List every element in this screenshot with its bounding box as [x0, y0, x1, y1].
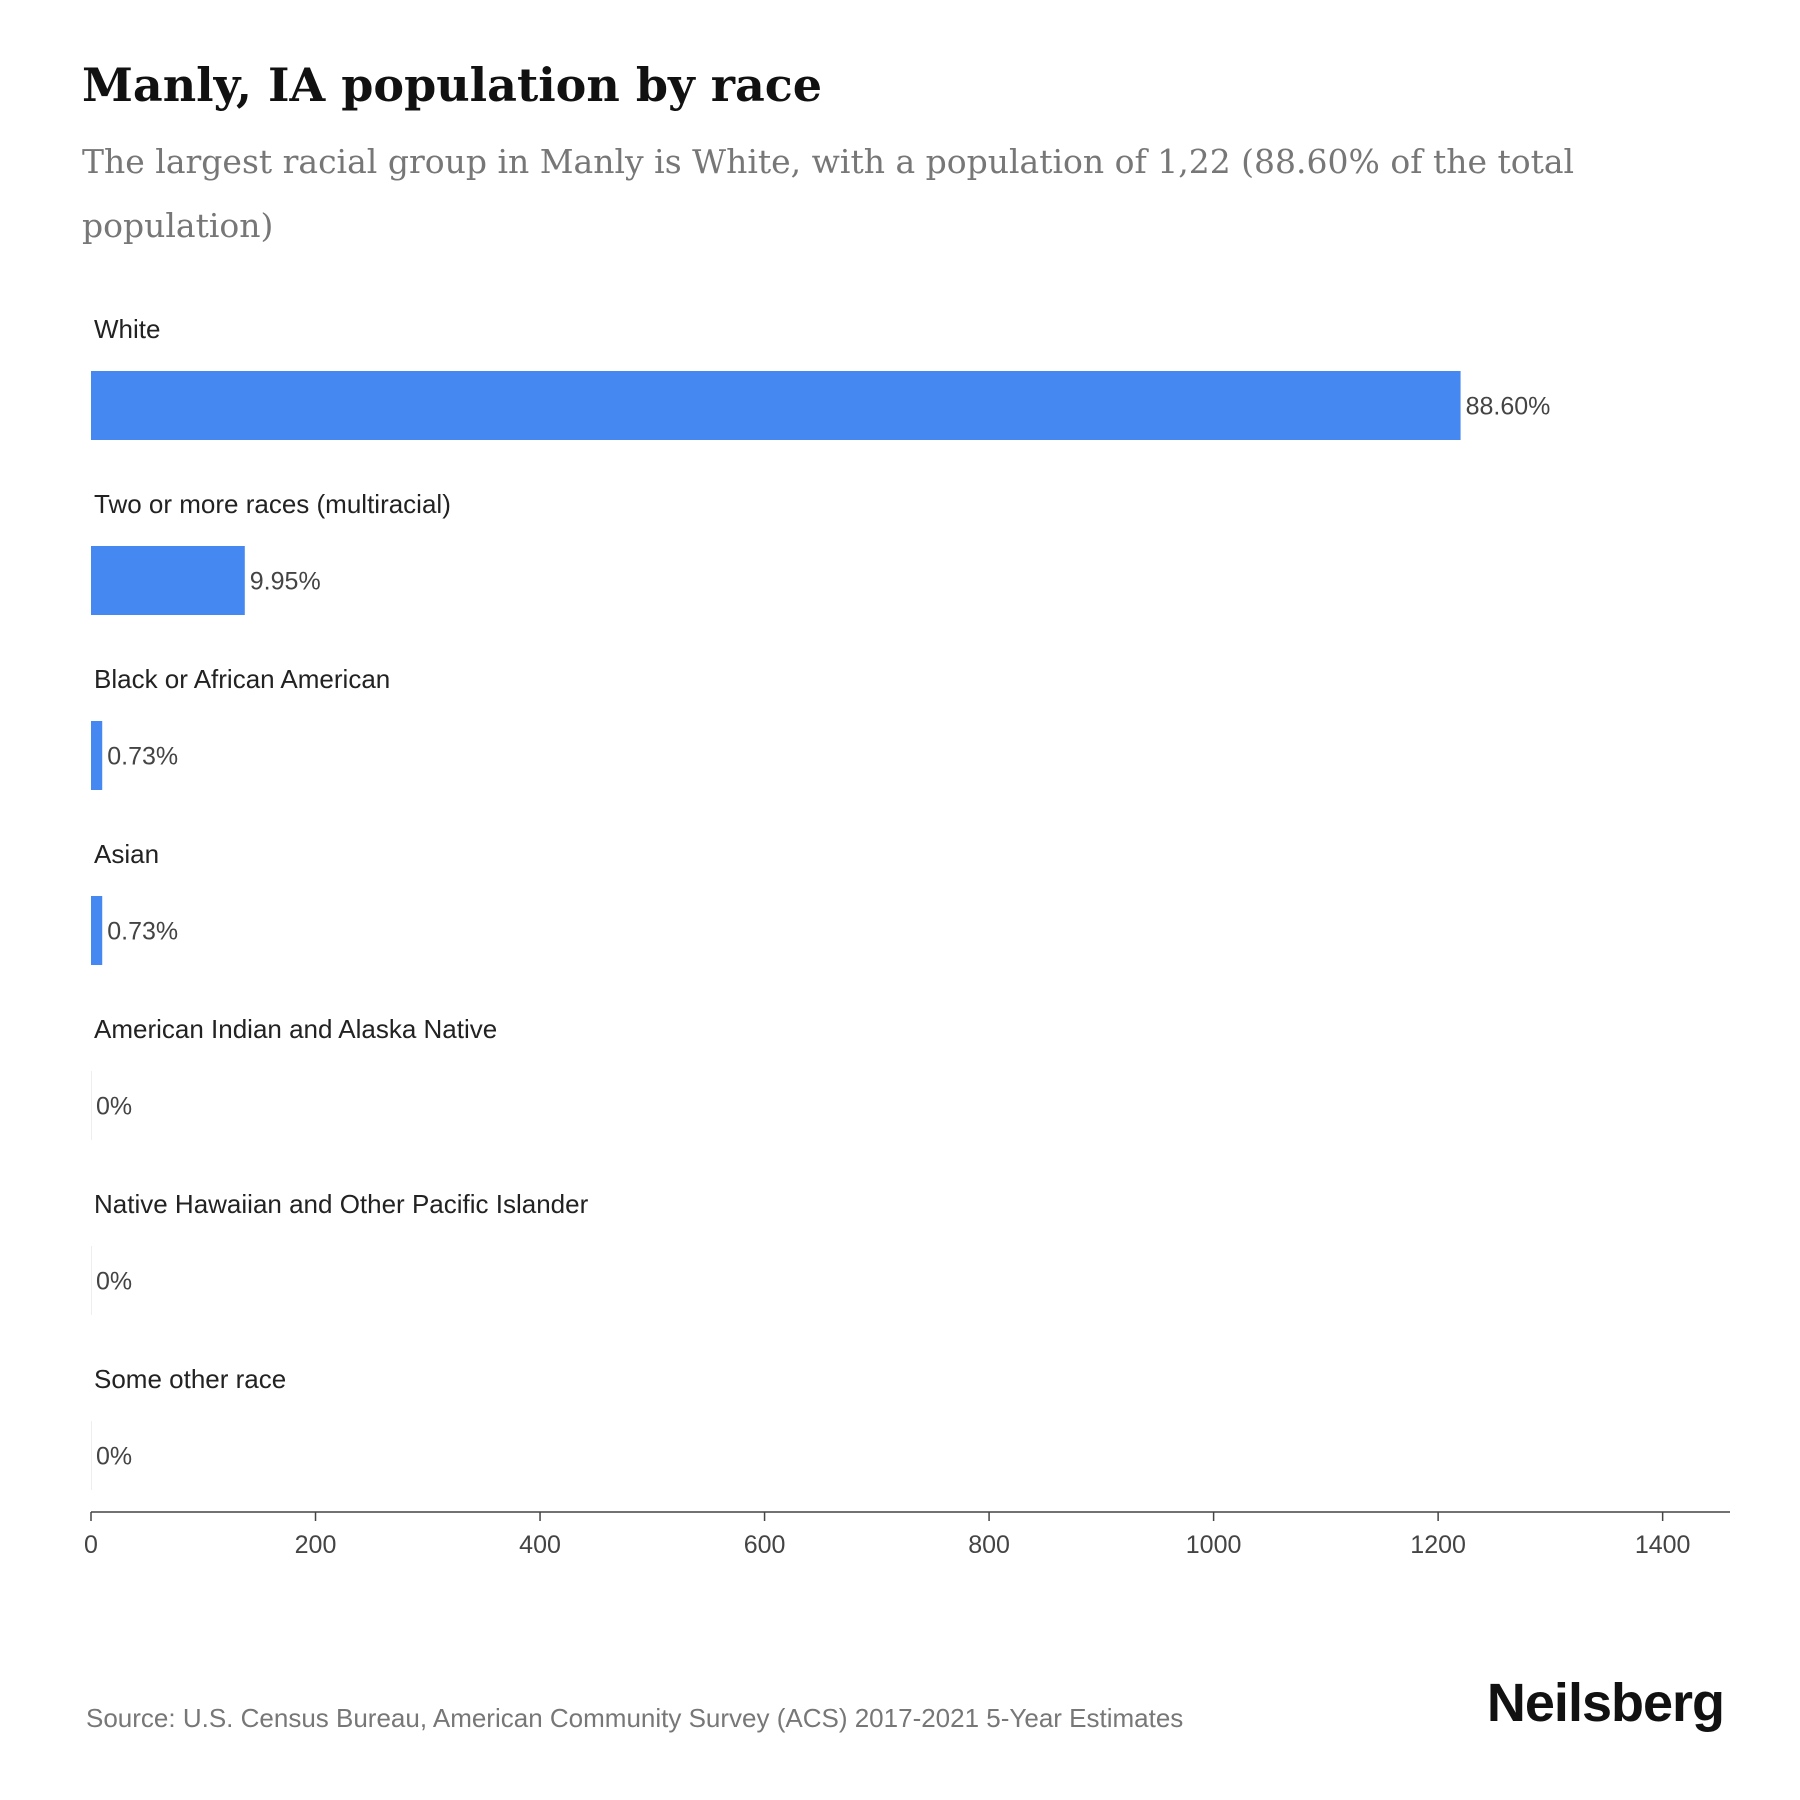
value-label: 9.95% [250, 568, 321, 596]
chart-subtitle: The largest racial group in Manly is Whi… [82, 142, 1575, 245]
value-label: 0.73% [107, 918, 178, 946]
x-tick-label: 200 [295, 1531, 337, 1559]
chart-title: Manly, IA population by race [82, 58, 823, 112]
x-tick-label: 800 [968, 1531, 1010, 1559]
brand-logo: Neilsberg [1486, 1673, 1725, 1733]
x-tick-label: 1000 [1186, 1531, 1242, 1559]
bar [91, 371, 1461, 440]
value-label: 0% [96, 1093, 132, 1121]
category-label: Black or African American [94, 664, 390, 694]
category-label: American Indian and Alaska Native [94, 1014, 497, 1044]
bar [91, 721, 103, 790]
x-tick-label: 1400 [1635, 1531, 1691, 1559]
category-label: Native Hawaiian and Other Pacific Island… [94, 1189, 589, 1219]
category-label: Asian [94, 839, 159, 869]
x-tick-label: 400 [519, 1531, 561, 1559]
bar [91, 546, 245, 615]
category-label: Two or more races (multiracial) [94, 489, 451, 519]
source-note: Source: U.S. Census Bureau, American Com… [86, 1703, 1184, 1733]
value-label: 0% [96, 1268, 132, 1296]
value-label: 88.60% [1466, 393, 1551, 421]
x-tick-label: 1200 [1410, 1531, 1466, 1559]
bar [91, 896, 103, 965]
x-tick-label: 0 [84, 1531, 98, 1559]
value-label: 0% [96, 1443, 132, 1471]
x-tick-label: 600 [744, 1531, 786, 1559]
category-label: White [94, 314, 160, 344]
category-label: Some other race [94, 1364, 286, 1394]
value-label: 0.73% [107, 743, 178, 771]
